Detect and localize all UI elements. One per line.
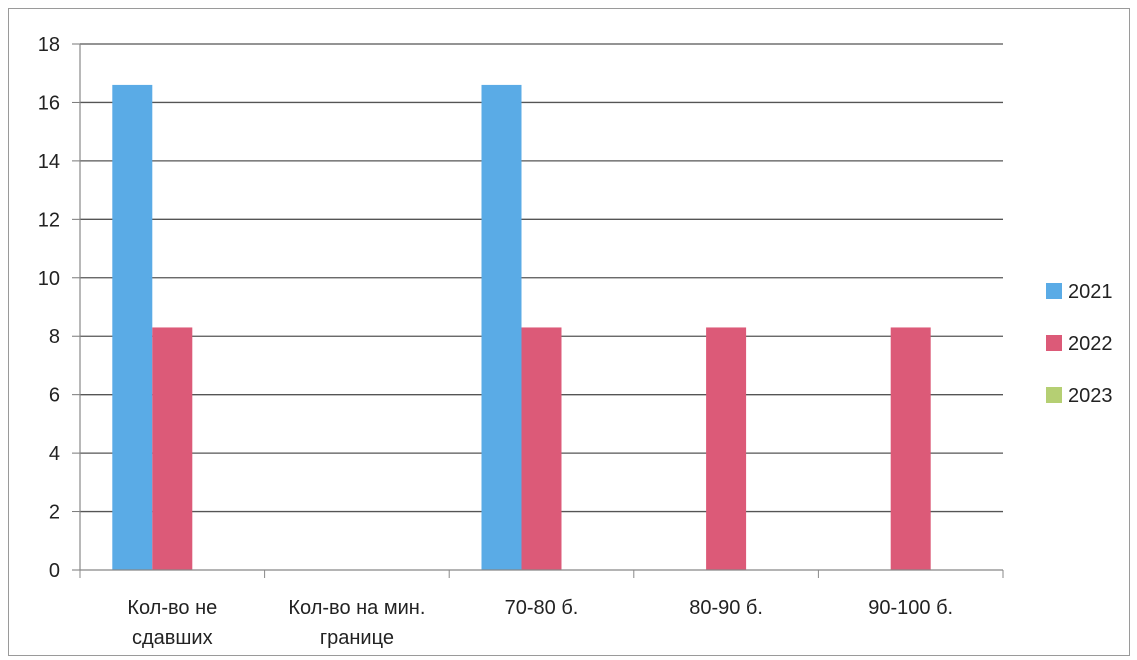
x-category-label: Кол-во не: [127, 597, 217, 619]
y-tick-label: 14: [38, 151, 60, 173]
bars: [112, 84, 931, 571]
y-axis-tick-labels: 0 2 4 6 8 10 12 14 16 18: [38, 34, 60, 582]
legend-swatch-2021: [1046, 283, 1062, 299]
y-tick-label: 16: [38, 92, 60, 114]
legend-label: 2022: [1068, 333, 1113, 355]
x-category-label: границе: [320, 627, 394, 649]
x-category-label: 80-90 б.: [689, 597, 763, 619]
bar-2022: [890, 327, 931, 570]
legend-label: 2021: [1068, 281, 1113, 303]
y-tick-label: 12: [38, 209, 60, 231]
axes: [72, 43, 1004, 578]
y-tick-label: 0: [49, 560, 60, 582]
bar-2021: [112, 84, 153, 571]
bar-2022: [152, 327, 193, 570]
x-category-label: 70-80 б.: [505, 597, 579, 619]
legend-swatch-2023: [1046, 387, 1062, 403]
y-tick-label: 6: [49, 385, 60, 407]
y-tick-label: 8: [49, 326, 60, 348]
gridlines: [80, 43, 1003, 513]
x-axis-category-labels: Кол-во не сдавших Кол-во на мин. границе 70-…: [127, 597, 953, 649]
y-tick-label: 2: [49, 502, 60, 524]
x-category-label: Кол-во на мин.: [288, 597, 425, 619]
legend: 2021 2022 2023: [1046, 281, 1113, 407]
x-category-label: 90-100 б.: [868, 597, 953, 619]
y-tick-label: 10: [38, 268, 60, 290]
bar-2021: [481, 84, 522, 571]
bar-2022: [706, 327, 747, 570]
chart-frame: [8, 8, 1130, 656]
bar-2022: [521, 327, 562, 570]
y-tick-label: 18: [38, 34, 60, 56]
legend-label: 2023: [1068, 385, 1113, 407]
legend-swatch-2022: [1046, 335, 1062, 351]
y-tick-label: 4: [49, 443, 60, 465]
x-category-label: сдавших: [132, 627, 213, 649]
